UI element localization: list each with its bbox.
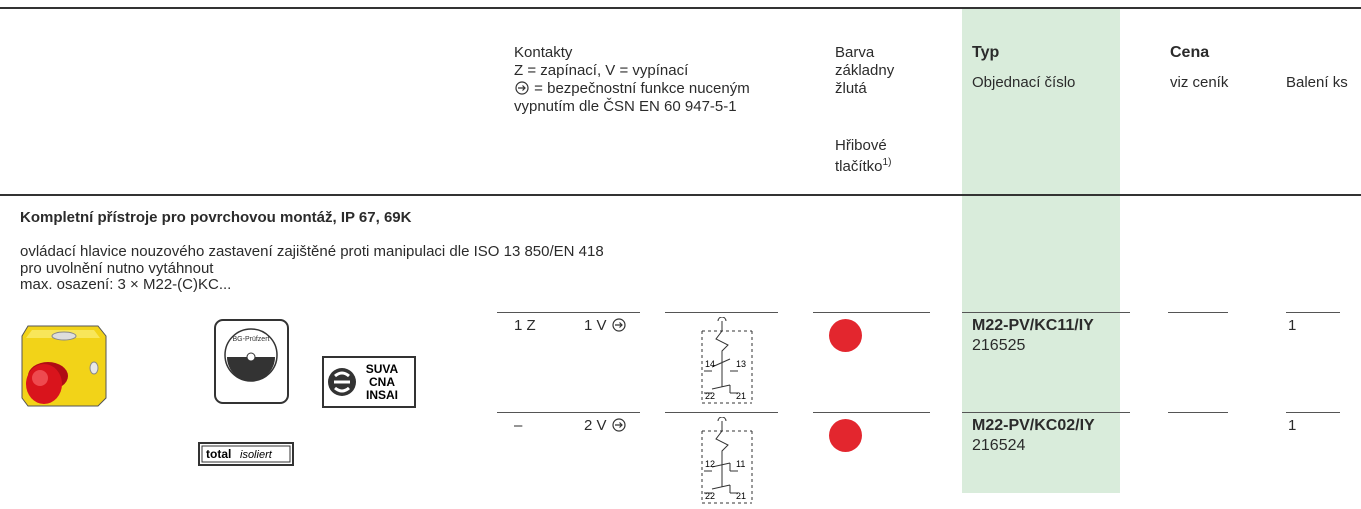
logo-text: isoliert — [240, 449, 273, 461]
section-text: max. osazení: 3 × M22-(C)KC... — [20, 276, 232, 293]
pack-qty: 1 — [1288, 317, 1297, 334]
header-text: vypnutím dle ČSN EN 60 947-5-1 — [514, 98, 737, 115]
contacts-v: 1 V — [584, 317, 627, 335]
row-rule — [1168, 312, 1228, 313]
header-text: Z = zapínací, V = vypínací — [514, 62, 689, 79]
contacts-v: 2 V — [584, 417, 627, 435]
section-title: Kompletní přístroje pro povrchovou montá… — [20, 209, 412, 226]
row-rule — [497, 312, 640, 313]
contact-diagram: 12 11 22 21 — [701, 417, 753, 504]
page: {"header":{"contacts":["Kontakty","Z = z… — [0, 7, 1361, 504]
header-text: Hřibové — [835, 137, 887, 154]
terminal-label: 22 — [705, 391, 715, 401]
contacts-v: 1 V — [584, 317, 607, 334]
terminal-label: 14 — [705, 359, 715, 369]
row-rule — [962, 412, 1130, 413]
logo-text: total — [206, 447, 231, 461]
order-number: 216524 — [972, 437, 1026, 454]
product-image — [21, 325, 107, 407]
positive-opening-icon — [515, 81, 529, 95]
logo-text: SUVA — [366, 362, 399, 376]
section-text: ovládací hlavice nouzového zastavení zaj… — [20, 243, 604, 260]
logo-text: BG-Prüfzert — [233, 336, 270, 343]
row-rule — [813, 412, 930, 413]
header-text: viz ceník — [1170, 74, 1229, 91]
header-text: Typ — [972, 44, 1000, 61]
terminal-label: 21 — [736, 391, 746, 401]
row-rule — [813, 312, 930, 313]
header-text: žlutá — [835, 80, 867, 97]
header-text: Objednací číslo — [972, 74, 1076, 91]
section-text: pro uvolnění nutno vytáhnout — [20, 260, 214, 277]
row-rule — [962, 312, 1130, 313]
header-text: Cena — [1170, 44, 1210, 61]
suva-logo: SUVA CNA INSAI — [322, 356, 416, 408]
type-code: M22-PV/KC02/IY — [972, 417, 1095, 434]
header-text: tlačítko1) — [835, 154, 891, 176]
type-code: M22-PV/KC11/IY — [972, 317, 1094, 334]
row-rule — [665, 412, 778, 413]
total-isoliert-logo: total isoliert — [198, 442, 294, 466]
contacts-z: 1 Z — [514, 317, 536, 334]
contact-diagram: 14 13 22 21 — [701, 317, 753, 404]
header-text: = bezpečnostní funkce nuceným — [514, 80, 750, 98]
contacts-v: 2 V — [584, 417, 607, 434]
color-dot — [829, 419, 862, 452]
positive-opening-icon — [612, 418, 626, 432]
footnote-ref: 1) — [882, 157, 892, 168]
row-rule — [497, 412, 640, 413]
row-rule — [1286, 312, 1340, 313]
header-text: tlačítko — [835, 158, 883, 175]
header-text: = bezpečnostní funkce nuceným — [534, 80, 750, 97]
logo-text: INSAI — [366, 388, 398, 402]
row-rule — [1168, 412, 1228, 413]
header-text: Barva — [835, 44, 875, 61]
row-rule — [1286, 412, 1340, 413]
row-rule — [665, 312, 778, 313]
pack-qty: 1 — [1288, 417, 1297, 434]
contacts-z: – — [514, 417, 523, 434]
top-rule — [0, 7, 1361, 9]
terminal-label: 11 — [736, 459, 745, 469]
logo-text: CNA — [369, 375, 395, 389]
header-text: základny — [835, 62, 895, 79]
terminal-label: 13 — [736, 359, 746, 369]
positive-opening-icon — [612, 318, 626, 332]
header-text: Balení ks — [1286, 74, 1348, 91]
terminal-label: 12 — [705, 459, 715, 469]
section-rule — [0, 194, 1361, 196]
certification-image: BG-Prüfzert — [214, 319, 289, 404]
color-dot — [829, 319, 862, 352]
order-number: 216525 — [972, 337, 1026, 354]
header-text: Kontakty — [514, 44, 573, 61]
